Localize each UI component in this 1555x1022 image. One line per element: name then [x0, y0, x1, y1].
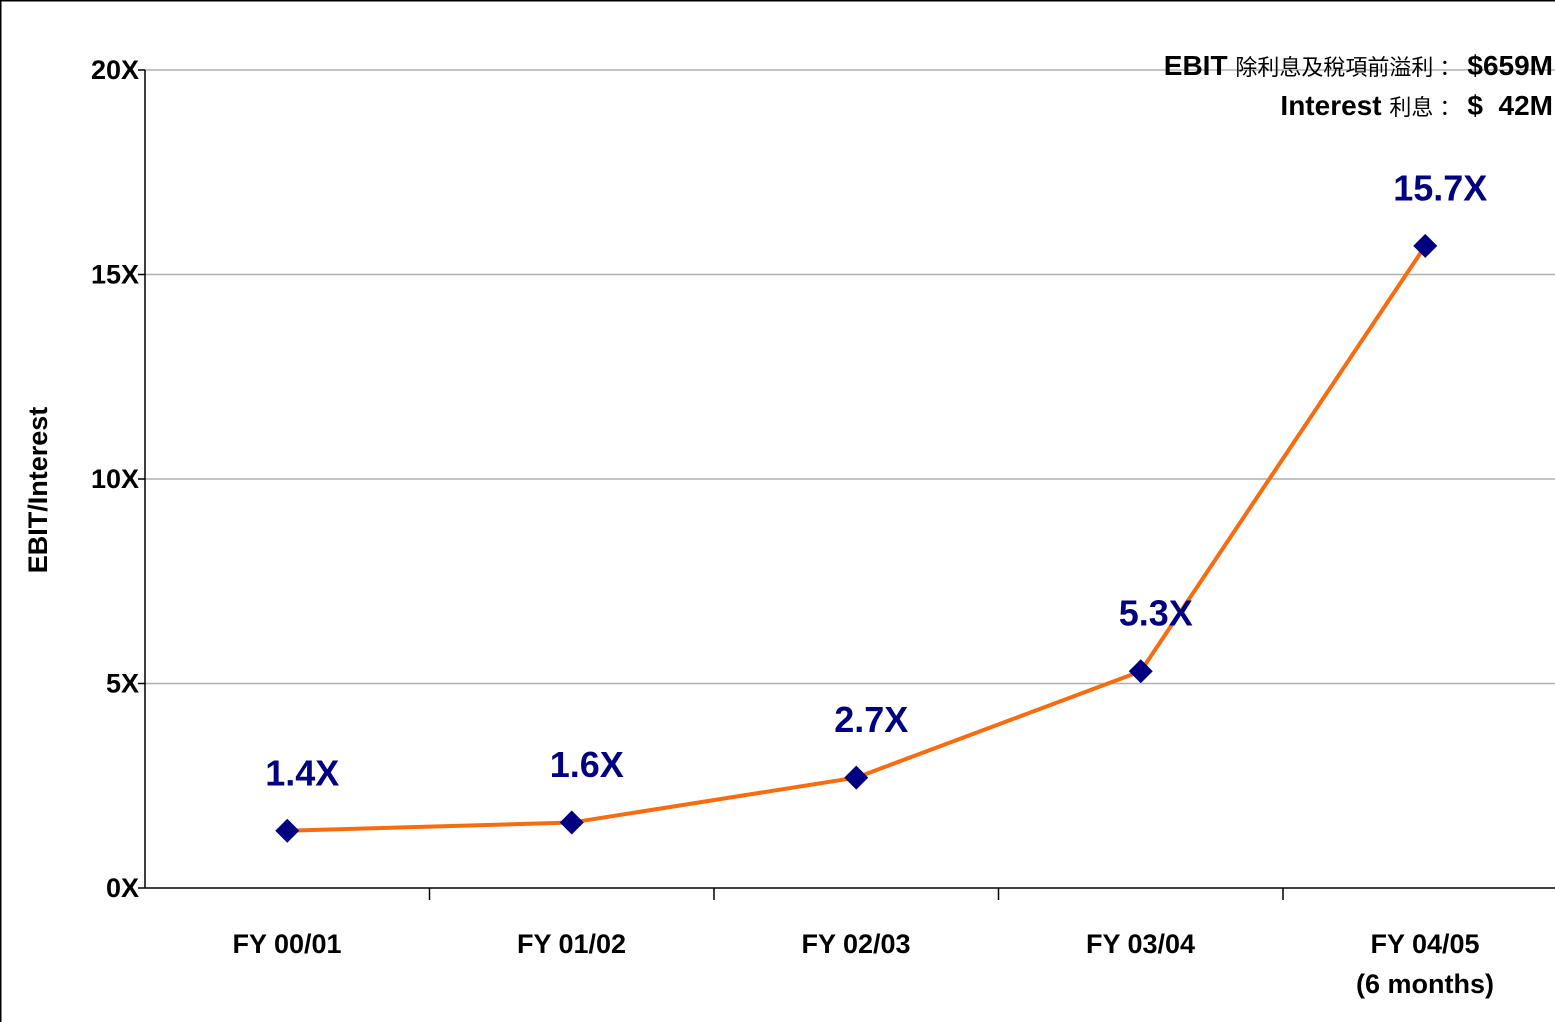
y-tick-label: 10X — [91, 464, 139, 494]
y-tick-label: 20X — [91, 55, 139, 85]
annotation-label: Interest — [1280, 90, 1382, 121]
annotation-chinese: 利息 — [1389, 96, 1434, 121]
x-tick-label: FY 01/02 — [516, 929, 627, 959]
data-label: 1.6X — [550, 744, 624, 785]
y-tick-label: 0X — [106, 873, 139, 903]
y-tick-label: 5X — [106, 669, 139, 699]
annotation-sep: ： — [1439, 96, 1462, 121]
data-label: 15.7X — [1393, 167, 1487, 208]
marker — [1128, 659, 1153, 684]
annotation-value: $ 42M — [1467, 90, 1553, 121]
annotation: Interest 利息： $ 42M — [1280, 90, 1553, 122]
marker — [844, 765, 869, 790]
data-label: 5.3X — [1119, 593, 1193, 634]
data-label: 2.7X — [834, 699, 908, 740]
marker — [275, 818, 300, 843]
annotation-sep: ： — [1439, 56, 1462, 81]
y-axis-title: EBIT/Interest — [23, 407, 53, 574]
x-tick-label: FY 03/04 — [1085, 929, 1196, 959]
annotation-label: EBIT — [1163, 50, 1228, 81]
x-tick-label: FY 02/03 — [801, 929, 911, 959]
x-tick-label: FY 04/05 (6 months) — [1356, 929, 1494, 999]
data-label: 1.4X — [265, 752, 339, 793]
annotation-value: $659M — [1467, 50, 1553, 81]
annotation-chinese: 除利息及稅項前溢利 — [1235, 56, 1434, 81]
y-tick-label: 15X — [91, 260, 139, 290]
marker — [1413, 233, 1438, 258]
annotation: EBIT 除利息及稅項前溢利： $659M — [1164, 50, 1553, 82]
marker — [559, 810, 584, 835]
line — [287, 244, 1427, 833]
x-tick-label: FY 00/01 — [232, 929, 342, 959]
